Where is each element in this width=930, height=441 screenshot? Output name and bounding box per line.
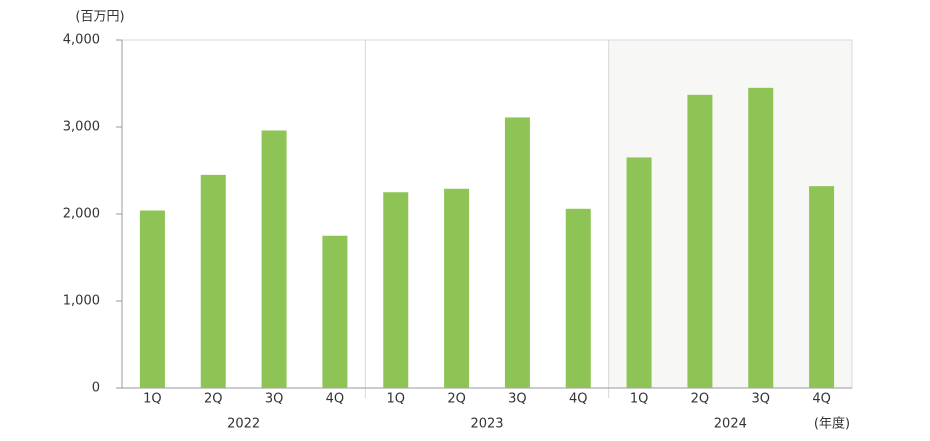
bar [200,174,226,388]
bar [504,117,530,389]
x-tick-label: 4Q [326,392,345,407]
x-tick-label: 3Q [751,392,770,407]
x-tick-label: 4Q [569,392,588,407]
y-tick-label: 2,000 [63,207,100,222]
x-tick-label: 1Q [143,392,162,407]
x-tick-label: 1Q [630,392,649,407]
x-tick-label: 2Q [204,392,223,407]
x-tick-label: 2Q [691,392,710,407]
group-label: 2022 [227,417,260,432]
bar [322,235,348,388]
bar [261,130,287,389]
group-label: 2023 [470,417,503,432]
bar [626,157,652,388]
y-tick-label: 1,000 [63,294,100,309]
group-label: 2024 [714,417,747,432]
x-tick-label: 2Q [447,392,466,407]
y-tick-label: 4,000 [63,33,100,48]
bar [565,208,591,388]
bar [383,192,409,388]
x-unit: (年度) [814,416,850,432]
bar [748,87,774,388]
x-tick-label: 3Q [265,392,284,407]
y-tick-label: 3,000 [63,120,100,135]
bar [687,94,713,388]
bar [444,188,470,388]
bar [139,210,165,388]
x-tick-label: 3Q [508,392,527,407]
y-tick-label: 0 [92,381,100,396]
bar [809,186,835,388]
x-tick-label: 1Q [386,392,405,407]
y-unit: (百万円) [75,10,124,25]
x-tick-label: 4Q [812,392,831,407]
